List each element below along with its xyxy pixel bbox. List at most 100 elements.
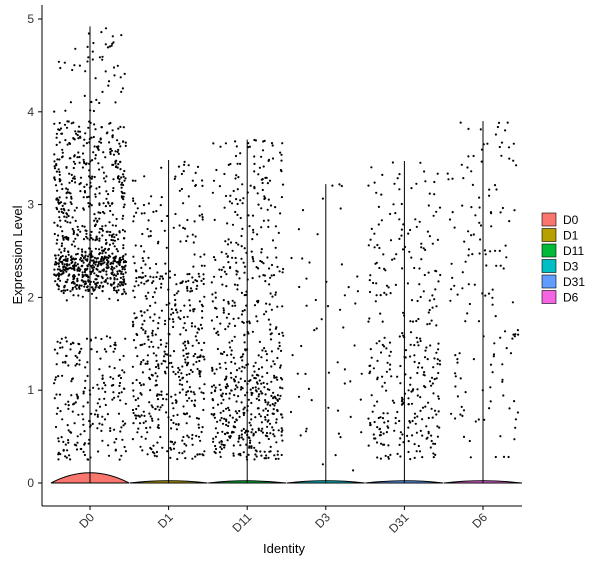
point-D0 <box>113 273 116 276</box>
point-D11 <box>238 434 241 437</box>
point-D11 <box>245 455 248 458</box>
point-D1 <box>150 195 153 198</box>
point-D1 <box>136 431 139 434</box>
point-D0 <box>70 267 73 270</box>
point-D31 <box>389 453 392 456</box>
point-D0 <box>82 274 85 277</box>
point-D11 <box>270 274 273 277</box>
point-D0 <box>70 195 73 198</box>
point-D11 <box>234 410 237 413</box>
point-D11 <box>227 238 230 241</box>
point-D0 <box>78 155 81 159</box>
point-D31 <box>375 282 378 285</box>
point-D31 <box>376 243 379 247</box>
point-D0 <box>105 230 108 233</box>
point-D11 <box>250 401 253 405</box>
point-D1 <box>164 353 167 356</box>
point-D0 <box>118 142 121 145</box>
point-D0 <box>116 175 120 179</box>
point-D0 <box>63 61 66 64</box>
point-D0 <box>112 260 115 263</box>
point-D3 <box>297 228 300 231</box>
point-D31 <box>402 311 405 314</box>
point-D31 <box>433 298 436 301</box>
point-D1 <box>160 309 163 312</box>
point-D0 <box>122 140 125 143</box>
point-D31 <box>426 230 429 233</box>
point-D0 <box>72 166 75 170</box>
point-D0 <box>102 171 105 174</box>
point-D31 <box>417 344 420 347</box>
point-D0 <box>94 336 97 339</box>
point-D31 <box>429 446 432 449</box>
point-D0 <box>76 284 79 287</box>
point-D1 <box>203 358 206 361</box>
point-D31 <box>427 401 430 404</box>
point-D6 <box>472 154 475 158</box>
y-axis-title: Expression Level <box>10 205 25 304</box>
point-D1 <box>191 344 194 347</box>
point-D1 <box>140 393 143 396</box>
point-D3 <box>347 286 350 289</box>
point-D1 <box>185 422 188 425</box>
point-D0 <box>111 42 114 45</box>
point-D0 <box>79 176 83 179</box>
point-D31 <box>370 356 373 359</box>
point-D11 <box>275 441 278 444</box>
point-D11 <box>214 427 217 430</box>
point-D1 <box>174 303 177 306</box>
point-D0 <box>113 267 116 270</box>
point-D0 <box>77 151 80 154</box>
point-D31 <box>391 161 394 164</box>
point-D0 <box>94 77 97 80</box>
point-D11 <box>255 315 258 318</box>
point-D11 <box>279 168 282 172</box>
point-D0 <box>112 66 116 69</box>
point-D11 <box>282 334 285 337</box>
point-D0 <box>67 214 70 218</box>
point-D0 <box>57 277 60 280</box>
point-D0 <box>102 269 105 272</box>
point-D31 <box>401 267 404 270</box>
point-D0 <box>84 254 87 257</box>
point-D0 <box>68 454 71 457</box>
point-D0 <box>56 268 60 271</box>
point-D1 <box>147 279 150 282</box>
point-D1 <box>141 343 144 346</box>
point-D11 <box>277 429 280 432</box>
point-D0 <box>88 186 91 189</box>
point-D1 <box>160 196 163 199</box>
point-D31 <box>419 409 422 412</box>
point-D0 <box>122 254 125 258</box>
point-D11 <box>229 162 232 166</box>
point-D1 <box>185 352 188 355</box>
legend-key-D3 <box>541 259 557 273</box>
point-D11 <box>274 327 277 330</box>
point-D11 <box>239 444 242 447</box>
point-D0 <box>101 166 104 169</box>
point-D11 <box>278 270 281 273</box>
point-D11 <box>246 405 249 408</box>
point-D1 <box>131 325 135 328</box>
point-D11 <box>246 433 249 437</box>
point-D6 <box>495 188 498 191</box>
point-D11 <box>248 225 251 228</box>
point-D0 <box>112 350 115 353</box>
point-D6 <box>480 160 483 163</box>
point-D0 <box>64 336 67 339</box>
point-D6 <box>480 148 484 151</box>
point-D11 <box>260 155 263 158</box>
point-D0 <box>58 216 61 219</box>
point-D0 <box>93 266 96 269</box>
point-D0 <box>93 175 96 179</box>
point-D0 <box>122 214 125 217</box>
point-D11 <box>212 179 216 182</box>
point-D0 <box>90 292 94 295</box>
point-D0 <box>77 247 80 250</box>
point-D0 <box>81 295 84 298</box>
point-D0 <box>114 165 117 169</box>
point-D11 <box>243 247 246 250</box>
point-D31 <box>396 375 399 378</box>
point-D1 <box>191 289 194 292</box>
point-D0 <box>124 271 127 274</box>
